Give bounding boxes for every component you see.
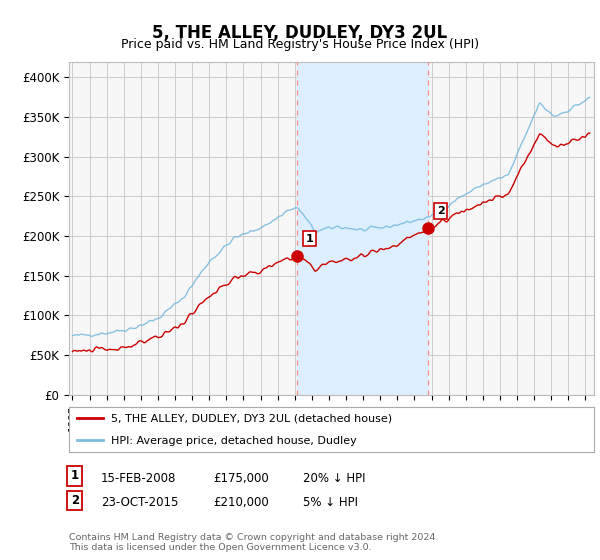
Text: 23-OCT-2015: 23-OCT-2015 bbox=[101, 496, 178, 509]
Text: Price paid vs. HM Land Registry's House Price Index (HPI): Price paid vs. HM Land Registry's House … bbox=[121, 38, 479, 51]
Text: £210,000: £210,000 bbox=[213, 496, 269, 509]
Bar bbox=[297, 62, 428, 395]
Text: HPI: Average price, detached house, Dudley: HPI: Average price, detached house, Dudl… bbox=[111, 436, 357, 446]
Text: 2: 2 bbox=[71, 494, 79, 507]
Text: 20% ↓ HPI: 20% ↓ HPI bbox=[303, 472, 365, 484]
Text: £175,000: £175,000 bbox=[213, 472, 269, 484]
Text: 1: 1 bbox=[305, 234, 313, 244]
Text: 1: 1 bbox=[71, 469, 79, 482]
Text: 2: 2 bbox=[437, 206, 445, 216]
Text: This data is licensed under the Open Government Licence v3.0.: This data is licensed under the Open Gov… bbox=[69, 543, 371, 552]
Text: 5, THE ALLEY, DUDLEY, DY3 2UL (detached house): 5, THE ALLEY, DUDLEY, DY3 2UL (detached … bbox=[111, 413, 392, 423]
Text: 5, THE ALLEY, DUDLEY, DY3 2UL: 5, THE ALLEY, DUDLEY, DY3 2UL bbox=[152, 24, 448, 41]
Text: Contains HM Land Registry data © Crown copyright and database right 2024.: Contains HM Land Registry data © Crown c… bbox=[69, 533, 439, 542]
Text: 5% ↓ HPI: 5% ↓ HPI bbox=[303, 496, 358, 509]
Text: 15-FEB-2008: 15-FEB-2008 bbox=[101, 472, 176, 484]
